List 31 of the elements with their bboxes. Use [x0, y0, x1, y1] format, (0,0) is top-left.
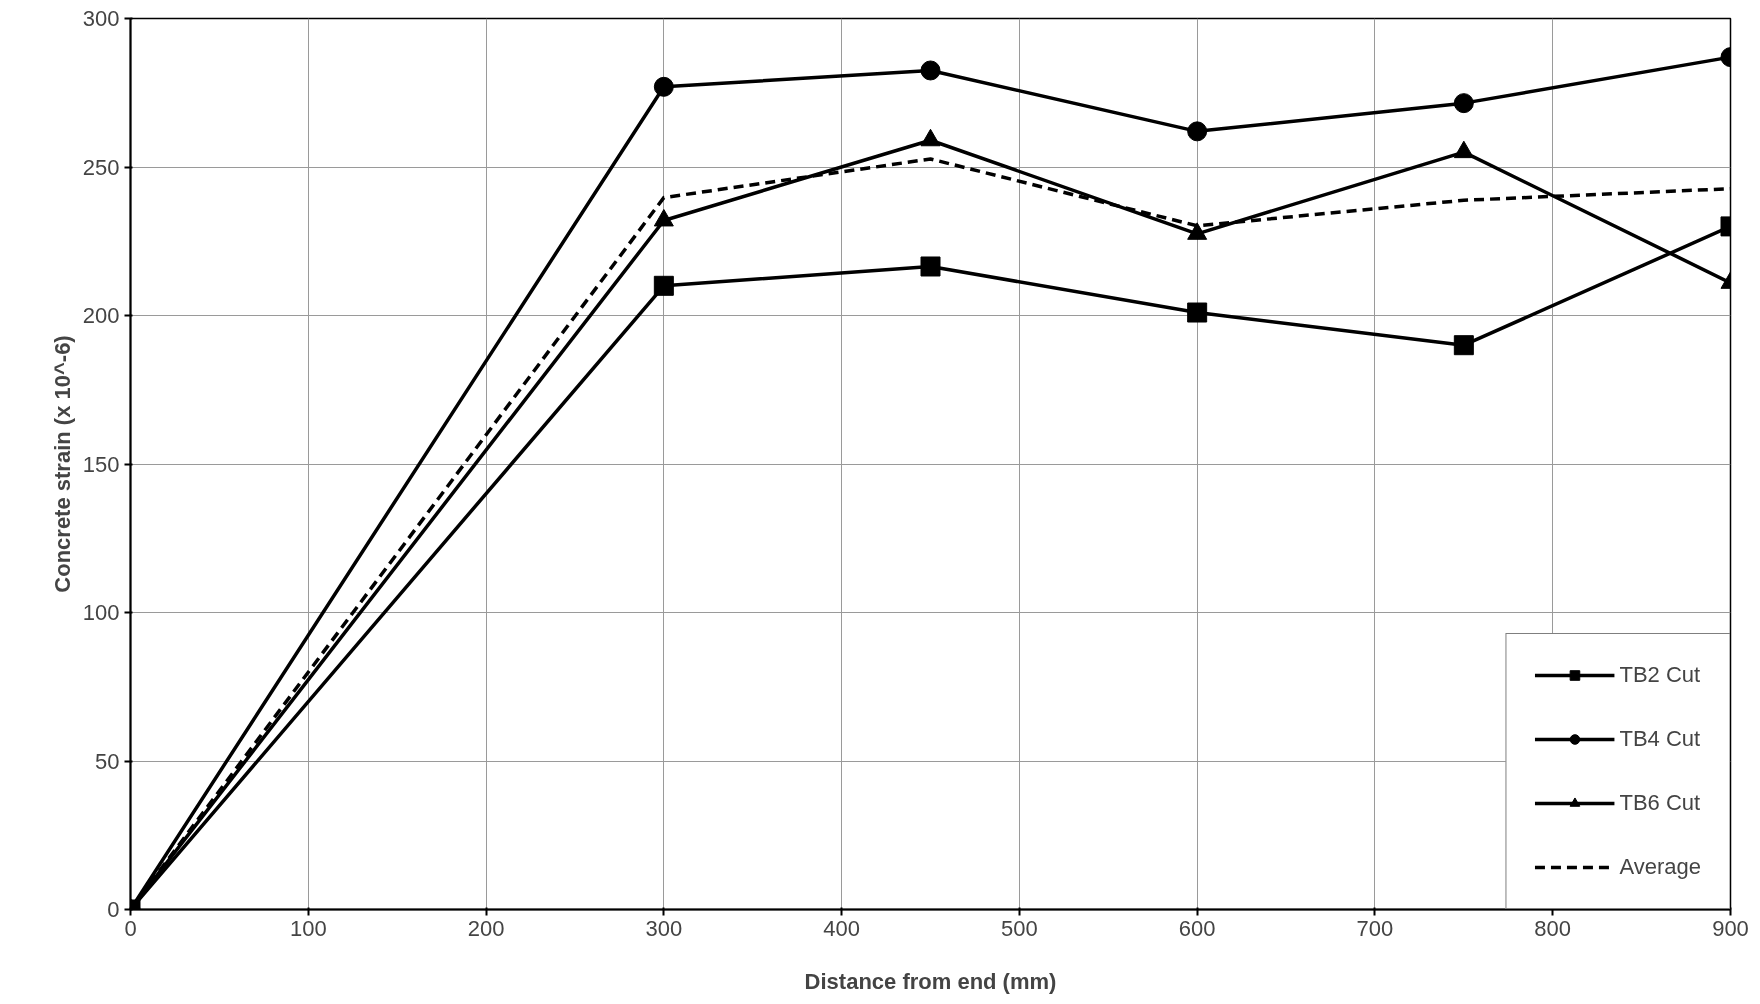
- point: [1187, 302, 1208, 323]
- y-tick-label: 300: [82, 6, 120, 31]
- legend-label: TB2 Cut: [1619, 662, 1701, 688]
- x-tick-label: 800: [1534, 915, 1572, 941]
- y-tick-label: 200: [82, 303, 120, 328]
- x-axis-title: Distance from end (mm): [804, 968, 1057, 994]
- y-tick-label: 50: [95, 748, 120, 774]
- y-axis-title: Concrete strain (x 10^-6): [49, 335, 75, 593]
- y-tick-label: 150: [82, 451, 120, 477]
- legend-label: TB4 Cut: [1619, 726, 1701, 752]
- point: [1453, 335, 1474, 356]
- y-tick-label: 0: [107, 897, 120, 922]
- x-tick-label: 300: [645, 915, 683, 941]
- y-tick-label: 100: [82, 600, 120, 625]
- x-tick-label: 400: [823, 915, 860, 941]
- legend-label: Average: [1619, 854, 1701, 880]
- point: [1187, 121, 1208, 142]
- x-tick-label: 700: [1356, 915, 1394, 941]
- point: [920, 256, 941, 277]
- point: [653, 76, 674, 97]
- x-tick-label: 500: [1001, 915, 1038, 941]
- x-tick-label: 900: [1712, 915, 1749, 941]
- x-tick-label: 200: [467, 915, 505, 941]
- point: [920, 60, 941, 81]
- x-tick-label: 0: [124, 915, 137, 941]
- x-tick-label: 600: [1178, 915, 1216, 941]
- x-tick-label: 100: [289, 915, 327, 941]
- point: [1453, 93, 1474, 114]
- point: [653, 275, 674, 296]
- y-tick-label: 250: [82, 154, 120, 180]
- legend-label: TB6 Cut: [1619, 790, 1701, 816]
